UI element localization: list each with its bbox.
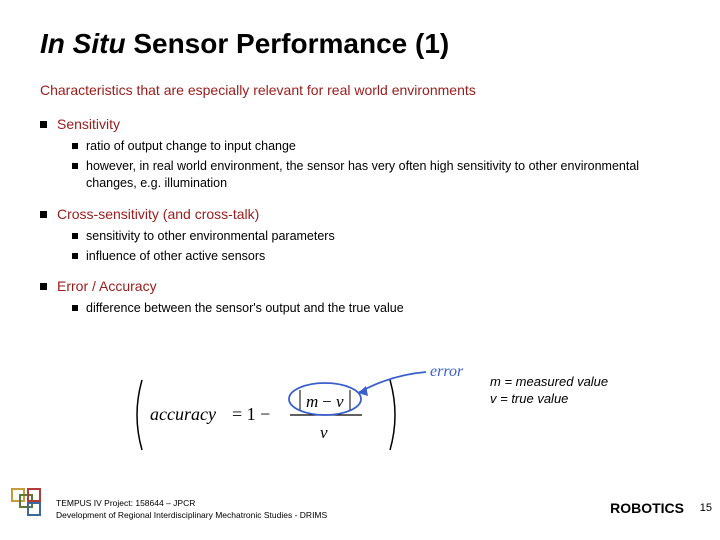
sub-text: however, in real world environment, the …: [86, 158, 680, 192]
footer-line2: Development of Regional Interdisciplinar…: [56, 510, 327, 522]
svg-text:error: error: [430, 363, 464, 380]
formula-accuracy-label: accuracy: [150, 404, 216, 424]
section-label: Error / Accuracy: [57, 278, 157, 294]
footer-text: TEMPUS IV Project: 158644 – JPCR Develop…: [56, 498, 327, 522]
footer: TEMPUS IV Project: 158644 – JPCR Develop…: [0, 486, 720, 526]
sub-bullet: sensitivity to other environmental param…: [72, 228, 680, 245]
legend-m: m = measured value: [490, 374, 608, 391]
bullet-square-icon: [40, 121, 47, 128]
svg-text:−: −: [322, 392, 332, 411]
main-bullet: Sensitivity: [40, 116, 680, 132]
section-label: Cross-sensitivity (and cross-talk): [57, 206, 259, 222]
formula-v-den: v: [320, 423, 328, 442]
main-bullet: Cross-sensitivity (and cross-talk): [40, 206, 680, 222]
main-bullet: Error / Accuracy: [40, 278, 680, 294]
bullet-square-icon: [72, 253, 78, 259]
sub-text: difference between the sensor's output a…: [86, 300, 404, 317]
svg-text:accuracy: accuracy: [150, 404, 216, 424]
sub-bullet: however, in real world environment, the …: [72, 158, 680, 192]
bullet-square-icon: [72, 305, 78, 311]
formula-v-num: v: [336, 392, 344, 411]
sub-text: sensitivity to other environmental param…: [86, 228, 335, 245]
svg-text:v: v: [336, 392, 344, 411]
bullet-square-icon: [72, 233, 78, 239]
formula-legend: m = measured value v = true value: [490, 374, 608, 408]
svg-text:= 1 −: = 1 −: [232, 404, 270, 424]
bullet-square-icon: [40, 211, 47, 218]
footer-line1: TEMPUS IV Project: 158644 – JPCR: [56, 498, 327, 510]
sub-text: influence of other active sensors: [86, 248, 265, 265]
sub-text: ratio of output change to input change: [86, 138, 296, 155]
bullet-square-icon: [72, 143, 78, 149]
sub-bullet: influence of other active sensors: [72, 248, 680, 265]
footer-right: ROBOTICS: [610, 500, 684, 516]
section-cross-sensitivity: Cross-sensitivity (and cross-talk) sensi…: [40, 206, 680, 265]
footer-logo: [10, 487, 48, 524]
section-label: Sensitivity: [57, 116, 120, 132]
page-number: 15: [700, 502, 712, 514]
formula-m: m: [306, 392, 318, 411]
sub-bullet: ratio of output change to input change: [72, 138, 680, 155]
formula-area: accuracy = 1 − m − v v error: [130, 360, 610, 470]
legend-v: v = true value: [490, 391, 608, 408]
bullet-square-icon: [40, 283, 47, 290]
formula-error-label: error: [430, 363, 464, 380]
section-error-accuracy: Error / Accuracy difference between the …: [40, 278, 680, 317]
bullet-square-icon: [72, 163, 78, 169]
svg-text:m: m: [306, 392, 318, 411]
section-sensitivity: Sensitivity ratio of output change to in…: [40, 116, 680, 192]
sub-bullet: difference between the sensor's output a…: [72, 300, 680, 317]
title-italic: In Situ: [40, 28, 126, 59]
intro-text: Characteristics that are especially rele…: [40, 82, 680, 98]
svg-text:v: v: [320, 423, 328, 442]
slide-title: In Situ Sensor Performance (1): [40, 28, 680, 60]
logo-squares-icon: [10, 487, 48, 519]
title-rest: Sensor Performance (1): [126, 28, 450, 59]
